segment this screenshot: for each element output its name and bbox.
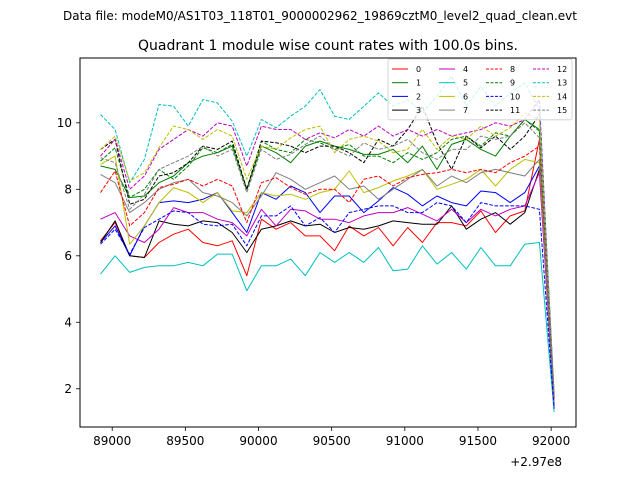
y-axis: 2 4 6 8 10 — [57, 116, 80, 396]
x-tick-label: 91500 — [459, 434, 497, 448]
legend-label-0: 0 — [416, 65, 421, 74]
legend-label-13: 13 — [557, 79, 567, 88]
x-tick-label: 90000 — [239, 434, 277, 448]
series-line-7 — [100, 158, 555, 403]
legend-label-12: 12 — [557, 65, 567, 74]
legend-label-10: 10 — [510, 92, 520, 101]
legend-label-6: 6 — [463, 92, 468, 101]
legend-label-15: 15 — [557, 106, 567, 115]
data-file-label: Data file: modeM0/AS1T03_118T01_90000029… — [63, 9, 577, 23]
legend-label-2: 2 — [416, 92, 421, 101]
series-line-10 — [100, 202, 555, 409]
series-line-4 — [100, 172, 555, 406]
x-tick-label: 89500 — [166, 434, 204, 448]
series-line-6 — [100, 155, 555, 403]
series-line-3 — [100, 168, 555, 406]
y-tick-label: 8 — [64, 182, 72, 196]
y-tick-label: 2 — [64, 382, 72, 396]
series-line-12 — [100, 99, 555, 399]
x-tick-label: 91000 — [386, 434, 424, 448]
legend-label-7: 7 — [463, 106, 468, 115]
legend-label-14: 14 — [557, 92, 567, 101]
series-line-14 — [100, 112, 555, 396]
series-line-0 — [100, 138, 555, 406]
legend-label-8: 8 — [510, 65, 515, 74]
series-line-15 — [100, 122, 555, 396]
x-axis-offset-label: +2.97e8 — [510, 455, 562, 469]
series-line-8 — [100, 145, 555, 399]
legend-label-11: 11 — [510, 106, 520, 115]
y-tick-label: 10 — [57, 116, 72, 130]
series-line-5 — [100, 242, 555, 413]
series-layer — [100, 75, 555, 413]
x-axis: 89000 89500 90000 90500 91000 91500 92000 — [93, 427, 570, 448]
x-tick-label: 90500 — [313, 434, 351, 448]
y-tick-label: 4 — [64, 315, 72, 329]
series-line-1 — [100, 119, 555, 403]
series-line-13 — [100, 75, 555, 393]
legend-label-1: 1 — [416, 79, 421, 88]
legend-label-4: 4 — [463, 65, 468, 74]
y-tick-label: 6 — [64, 249, 72, 263]
legend-box — [387, 58, 573, 121]
chart-title: Quadrant 1 module wise count rates with … — [138, 38, 518, 54]
series-line-2 — [100, 165, 555, 409]
x-tick-label: 89000 — [93, 434, 131, 448]
x-tick-label: 92000 — [532, 434, 570, 448]
legend-label-9: 9 — [510, 79, 515, 88]
legend-label-5: 5 — [463, 79, 468, 88]
legend-label-3: 3 — [416, 106, 421, 115]
plot-frame — [79, 57, 577, 428]
series-line-11 — [100, 105, 555, 396]
